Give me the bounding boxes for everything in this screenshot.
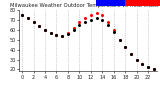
Text: Milwaukee Weather Outdoor Temperature vs Heat Index (24 Hours): Milwaukee Weather Outdoor Temperature vs… bbox=[10, 3, 160, 8]
